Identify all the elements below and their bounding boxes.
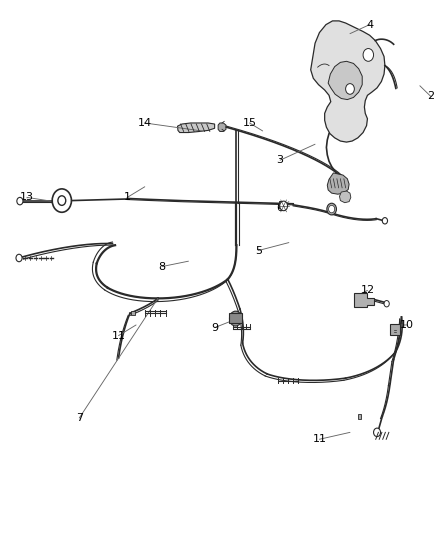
- Text: 11: 11: [112, 330, 126, 341]
- Polygon shape: [279, 200, 285, 208]
- Text: 9: 9: [211, 322, 218, 333]
- Text: 3: 3: [277, 155, 284, 165]
- Circle shape: [52, 189, 71, 212]
- Text: 15: 15: [243, 118, 257, 128]
- Text: 11: 11: [312, 434, 326, 445]
- Polygon shape: [358, 414, 361, 418]
- Text: 12: 12: [360, 286, 374, 295]
- Polygon shape: [339, 191, 351, 203]
- Text: 8: 8: [159, 262, 166, 271]
- Circle shape: [280, 201, 288, 211]
- Polygon shape: [131, 311, 135, 316]
- Text: 1: 1: [124, 192, 131, 203]
- Text: 2: 2: [427, 91, 434, 101]
- Text: 4: 4: [366, 20, 373, 30]
- Circle shape: [346, 84, 354, 94]
- Text: 10: 10: [400, 320, 414, 330]
- Circle shape: [384, 301, 389, 307]
- Circle shape: [374, 428, 381, 437]
- Circle shape: [230, 311, 242, 326]
- Polygon shape: [354, 293, 374, 307]
- Circle shape: [17, 197, 23, 205]
- Circle shape: [328, 205, 335, 213]
- Polygon shape: [311, 21, 385, 142]
- Text: 5: 5: [255, 246, 262, 255]
- Circle shape: [16, 254, 22, 262]
- Text: 7: 7: [76, 413, 83, 423]
- Circle shape: [327, 203, 336, 215]
- FancyBboxPatch shape: [230, 313, 242, 323]
- Circle shape: [58, 196, 66, 205]
- Text: 13: 13: [20, 192, 34, 203]
- Polygon shape: [327, 173, 349, 194]
- Polygon shape: [218, 123, 226, 132]
- Circle shape: [382, 217, 388, 224]
- Text: 6: 6: [277, 203, 284, 213]
- Polygon shape: [328, 61, 362, 100]
- Polygon shape: [177, 123, 215, 133]
- FancyBboxPatch shape: [390, 324, 400, 335]
- Text: 14: 14: [138, 118, 152, 128]
- Circle shape: [363, 49, 374, 61]
